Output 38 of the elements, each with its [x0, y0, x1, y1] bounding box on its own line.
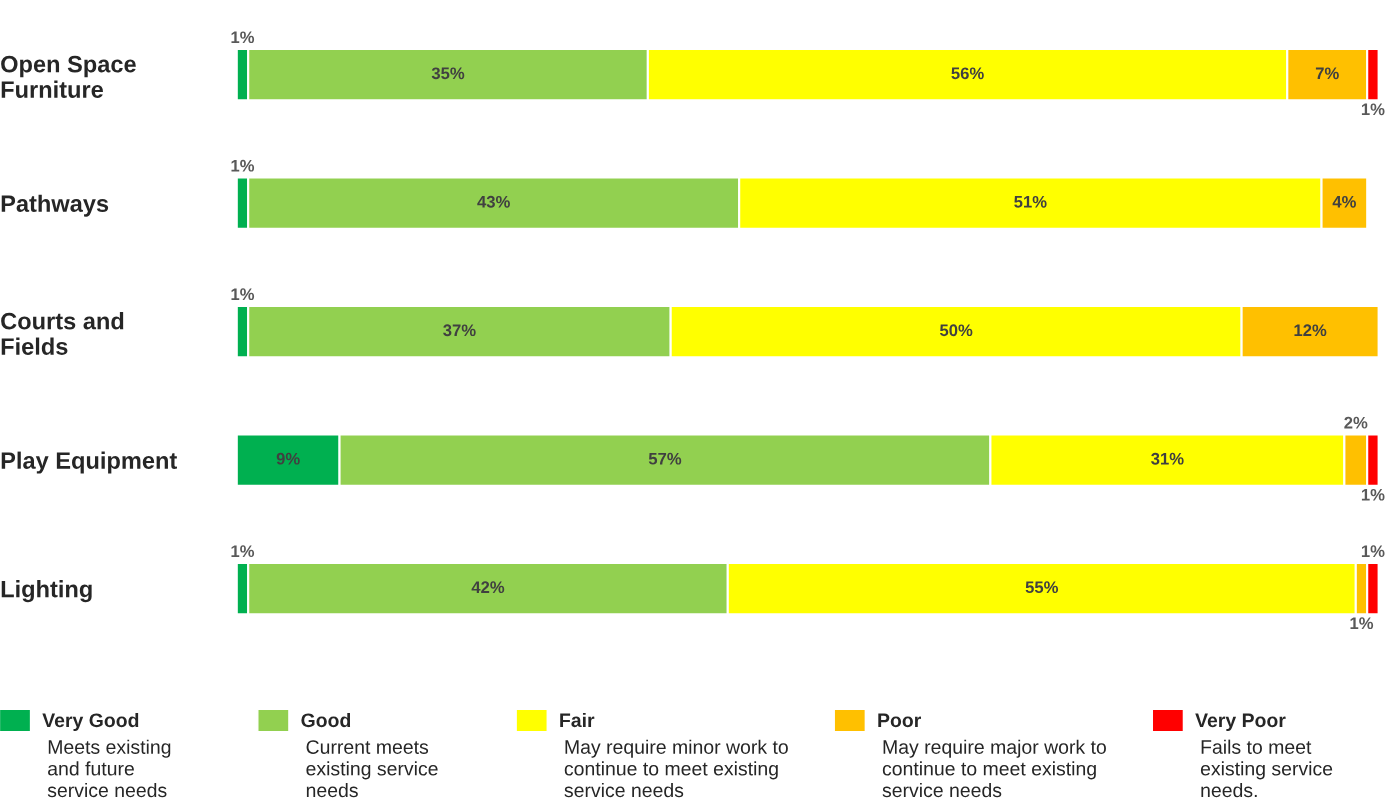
- legend-label: Fair: [560, 712, 595, 728]
- text: Fails to meet existing service needs.: [1200, 739, 1333, 798]
- data-label: 43%: [477, 195, 510, 208]
- data-label: 1%: [231, 288, 255, 301]
- data-label: 56%: [951, 67, 984, 80]
- data-label: 55%: [1025, 581, 1059, 594]
- data-label: 57%: [648, 452, 682, 465]
- data-label: 50%: [939, 324, 973, 337]
- y-tick-label: Lighting: [1, 580, 92, 603]
- data-label: 2%: [1344, 416, 1368, 429]
- data-label: 1%: [1361, 488, 1385, 501]
- legend-label: Poor: [878, 713, 922, 728]
- data-label: 42%: [471, 581, 505, 594]
- data-label: 4%: [1332, 195, 1356, 208]
- data-label: 51%: [1014, 195, 1047, 208]
- data-label: 31%: [1151, 452, 1184, 465]
- legend-label: Very Good: [42, 712, 139, 732]
- text: Meets existing and future service needs: [47, 739, 171, 798]
- data-label: 9%: [276, 452, 300, 465]
- text: May require minor work to continue to meet existing service needs: [564, 739, 788, 798]
- y-tick-label: Courts and Fields: [1, 312, 124, 355]
- text: May require major work to continue to meet existing service needs: [882, 739, 1106, 798]
- data-label: 35%: [431, 67, 465, 80]
- data-label: 1%: [231, 159, 255, 172]
- legend-label: Very Poor: [1195, 713, 1286, 732]
- data-label: 1%: [1350, 617, 1374, 630]
- data-label: 7%: [1315, 67, 1339, 80]
- y-tick-label: Pathways: [1, 194, 109, 217]
- data-label: 1%: [1361, 545, 1385, 558]
- text: Current meets existing service needs: [306, 740, 438, 798]
- data-label: 1%: [231, 545, 255, 558]
- data-label: 37%: [443, 324, 476, 337]
- data-label: 12%: [1294, 324, 1327, 337]
- y-tick-label: Play Equipment: [1, 451, 177, 474]
- y-tick-label: Open Space Furniture: [1, 55, 136, 98]
- data-label: 1%: [1361, 103, 1385, 116]
- legend-label: Good: [301, 712, 351, 728]
- data-label: 1%: [231, 31, 255, 44]
